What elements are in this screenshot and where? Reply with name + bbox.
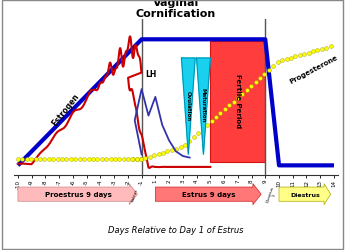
Text: Estrogen: Estrogen — [51, 92, 81, 128]
Text: Progesterone: Progesterone — [288, 54, 338, 85]
Text: Diestrus: Diestrus — [290, 192, 320, 197]
FancyArrow shape — [18, 184, 137, 205]
Text: LH: LH — [146, 70, 157, 79]
Text: Diestrus
1: Diestrus 1 — [265, 185, 279, 204]
Text: Estrus: Estrus — [131, 187, 139, 202]
Bar — [210, 42, 265, 162]
Text: Maturation: Maturation — [201, 88, 206, 122]
Text: Estrus 9 days: Estrus 9 days — [182, 192, 235, 197]
FancyArrow shape — [155, 184, 261, 205]
Title: Vaginal
Cornification: Vaginal Cornification — [136, 0, 216, 19]
Text: Proestrus 9 days: Proestrus 9 days — [45, 192, 111, 197]
Polygon shape — [181, 59, 195, 155]
Text: Ovulation: Ovulation — [186, 90, 191, 120]
Text: Days Relative to Day 1 of Estrus: Days Relative to Day 1 of Estrus — [108, 226, 244, 234]
FancyArrow shape — [279, 184, 331, 205]
Text: Fertile Period: Fertile Period — [235, 74, 241, 128]
Polygon shape — [197, 59, 210, 155]
